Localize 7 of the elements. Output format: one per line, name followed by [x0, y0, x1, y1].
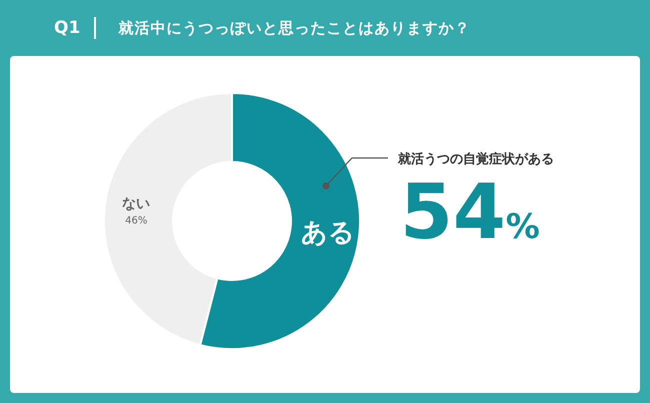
text: 54%: [400, 167, 540, 256]
data-label: 46%: [125, 215, 148, 226]
slice-label: ない: [122, 196, 150, 212]
slice-label: ある: [300, 218, 355, 248]
chart-subtitle: 就活中にうつっぽいと思ったことはありますか？: [118, 18, 470, 38]
chart-title: Q1: [54, 18, 80, 38]
text: 就活うつの自覚症状がある: [398, 150, 554, 168]
